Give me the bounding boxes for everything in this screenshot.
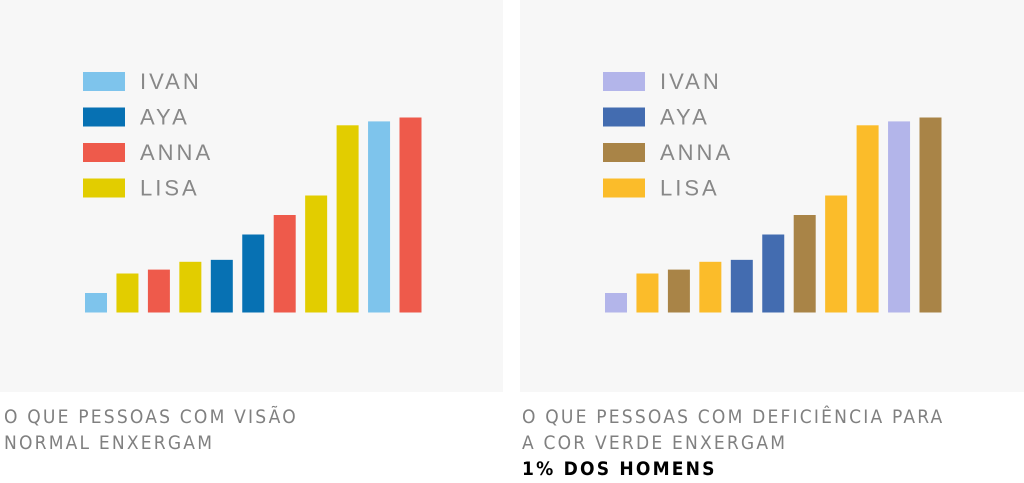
legend-swatch-lisa — [603, 178, 645, 198]
caption-line: A COR VERDE ENXERGAM — [522, 432, 788, 454]
bar-ivan — [85, 293, 107, 313]
bar-anna — [667, 269, 690, 313]
bar-lisa — [636, 273, 659, 313]
bar-anna — [793, 215, 816, 313]
legend-swatch-aya — [83, 107, 125, 127]
legend-swatch-aya — [603, 107, 645, 127]
legend-label-anna: ANNA — [660, 140, 733, 165]
bar-aya — [242, 234, 265, 313]
legend-label-ivan: IVAN — [660, 69, 722, 94]
bar-aya — [730, 259, 753, 313]
caption-normal: O QUE PESSOAS COM VISÃO NORMAL ENXERGAM — [4, 404, 298, 456]
legend-label-anna: ANNA — [140, 140, 213, 165]
legend-swatch-anna — [83, 143, 125, 162]
legend-swatch-ivan — [603, 72, 645, 91]
caption-highlight: 1% DOS HOMENS — [522, 458, 717, 480]
legend-label-lisa: LISA — [140, 176, 200, 201]
bar-aya — [762, 234, 785, 313]
bar-ivan — [368, 121, 391, 313]
legend-swatch-anna — [603, 143, 645, 162]
bar-lisa — [825, 195, 848, 313]
bar-anna — [147, 269, 170, 313]
bar-anna — [399, 117, 422, 313]
bar-lisa — [116, 273, 139, 313]
legend-label-lisa: LISA — [660, 176, 720, 201]
caption-deuteranopia: O QUE PESSOAS COM DEFICIÊNCIA PARA A COR… — [522, 404, 944, 482]
chart-panel-deuteranopia: IVAN AYA ANNA LISA — [520, 0, 1024, 392]
legend-swatch-ivan — [83, 72, 125, 91]
legend-label-aya: AYA — [140, 105, 190, 130]
bar-lisa — [179, 261, 202, 313]
legend-label-aya: AYA — [660, 105, 710, 130]
bar-ivan — [888, 121, 911, 313]
bar-lisa — [336, 125, 359, 313]
bar-chart-deuteranopia: IVAN AYA ANNA LISA — [603, 69, 942, 313]
bar-chart-normal: IVAN AYA ANNA LISA — [83, 69, 422, 313]
bar-ivan — [605, 293, 627, 313]
legend-label-ivan: IVAN — [140, 69, 202, 94]
caption-line: NORMAL ENXERGAM — [4, 432, 215, 454]
caption-line: O QUE PESSOAS COM VISÃO — [4, 406, 298, 428]
chart-panel-normal: IVAN AYA ANNA LISA — [0, 0, 503, 392]
bar-anna — [919, 117, 942, 313]
caption-line: O QUE PESSOAS COM DEFICIÊNCIA PARA — [522, 406, 945, 428]
bar-anna — [273, 215, 296, 313]
bar-lisa — [856, 125, 879, 313]
bar-lisa — [699, 261, 722, 313]
bar-aya — [210, 259, 233, 313]
bar-lisa — [305, 195, 328, 313]
legend-swatch-lisa — [83, 178, 125, 198]
